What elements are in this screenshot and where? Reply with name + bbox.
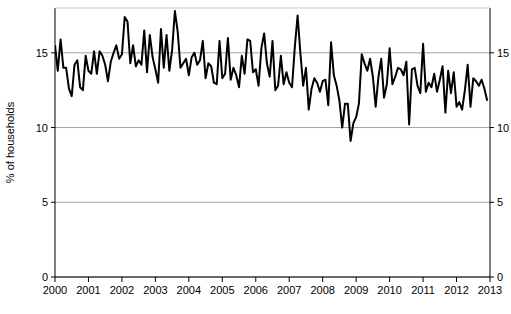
x-tick-label: 2003 [143, 284, 167, 296]
x-tick [155, 277, 156, 282]
x-tick [456, 277, 457, 282]
y-tick-label: 0 [42, 271, 48, 283]
x-tick [255, 277, 256, 282]
plot-area [55, 11, 487, 141]
grid-line [55, 127, 490, 128]
x-tick [356, 277, 357, 282]
y-tick-label: 15 [36, 47, 48, 59]
x-tick-label: 2001 [76, 284, 100, 296]
x-tick-label: 2009 [344, 284, 368, 296]
y-tick-label-right: 15 [497, 47, 509, 59]
y-tick-label-right: 5 [497, 196, 503, 208]
x-tick [88, 277, 89, 282]
y-tick [51, 127, 55, 128]
y-tick-right [490, 202, 494, 203]
x-tick [490, 277, 491, 282]
data-line [55, 11, 487, 141]
y-tick [51, 202, 55, 203]
x-tick-label: 2000 [43, 284, 67, 296]
x-tick [322, 277, 323, 282]
x-tick-label: 2011 [411, 284, 435, 296]
x-tick-label: 2010 [377, 284, 401, 296]
x-tick [222, 277, 223, 282]
y-tick [51, 52, 55, 53]
x-tick-label: 2006 [244, 284, 268, 296]
x-tick [423, 277, 424, 282]
x-tick [55, 277, 56, 282]
x-tick-label: 2002 [110, 284, 134, 296]
grid-line [55, 277, 490, 278]
x-tick-label: 2004 [177, 284, 201, 296]
y-tick-right [490, 127, 494, 128]
y-tick-right [490, 52, 494, 53]
y-tick [51, 277, 55, 278]
x-tick-label: 2012 [444, 284, 468, 296]
plot-top [55, 8, 490, 9]
y-tick-label: 10 [36, 122, 48, 134]
y-tick-label-right: 10 [497, 122, 509, 134]
x-tick-label: 2005 [210, 284, 234, 296]
y-tick-label-right: 0 [497, 271, 503, 283]
grid-line [55, 202, 490, 203]
x-axis [55, 277, 490, 278]
y-tick-label: 5 [42, 196, 48, 208]
y-axis-title: % of households [4, 101, 16, 183]
x-tick [389, 277, 390, 282]
x-tick [121, 277, 122, 282]
x-tick-label: 2013 [478, 284, 502, 296]
x-tick [289, 277, 290, 282]
x-tick-label: 2007 [277, 284, 301, 296]
y-axis-right [490, 8, 491, 277]
x-tick [188, 277, 189, 282]
y-tick-right [490, 277, 494, 278]
chart: 0 0 5 5 10 10 15 15 2000 2001 2002 2003 2004 2005 2006… [0, 0, 511, 314]
x-tick-label: 2008 [310, 284, 334, 296]
